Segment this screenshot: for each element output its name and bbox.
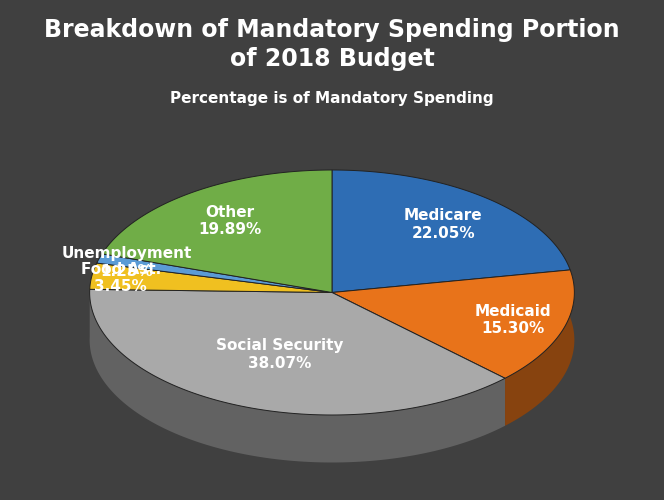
- Text: Percentage is of Mandatory Spending: Percentage is of Mandatory Spending: [170, 91, 494, 106]
- Polygon shape: [505, 270, 574, 426]
- Text: Breakdown of Mandatory Spending Portion
of 2018 Budget: Breakdown of Mandatory Spending Portion …: [44, 18, 620, 71]
- Text: Medicaid
15.30%: Medicaid 15.30%: [475, 304, 551, 336]
- Polygon shape: [332, 270, 574, 378]
- Polygon shape: [102, 170, 332, 292]
- Text: Food Ast.
3.45%: Food Ast. 3.45%: [80, 262, 161, 294]
- Polygon shape: [90, 263, 332, 292]
- Polygon shape: [90, 290, 505, 415]
- Polygon shape: [332, 170, 570, 292]
- Text: Other
19.89%: Other 19.89%: [199, 205, 262, 237]
- Polygon shape: [90, 290, 505, 463]
- Polygon shape: [97, 254, 332, 292]
- Text: Medicare
22.05%: Medicare 22.05%: [404, 208, 483, 241]
- Text: Social Security
38.07%: Social Security 38.07%: [216, 338, 344, 370]
- Text: Unemployment
1.25%: Unemployment 1.25%: [62, 246, 193, 278]
